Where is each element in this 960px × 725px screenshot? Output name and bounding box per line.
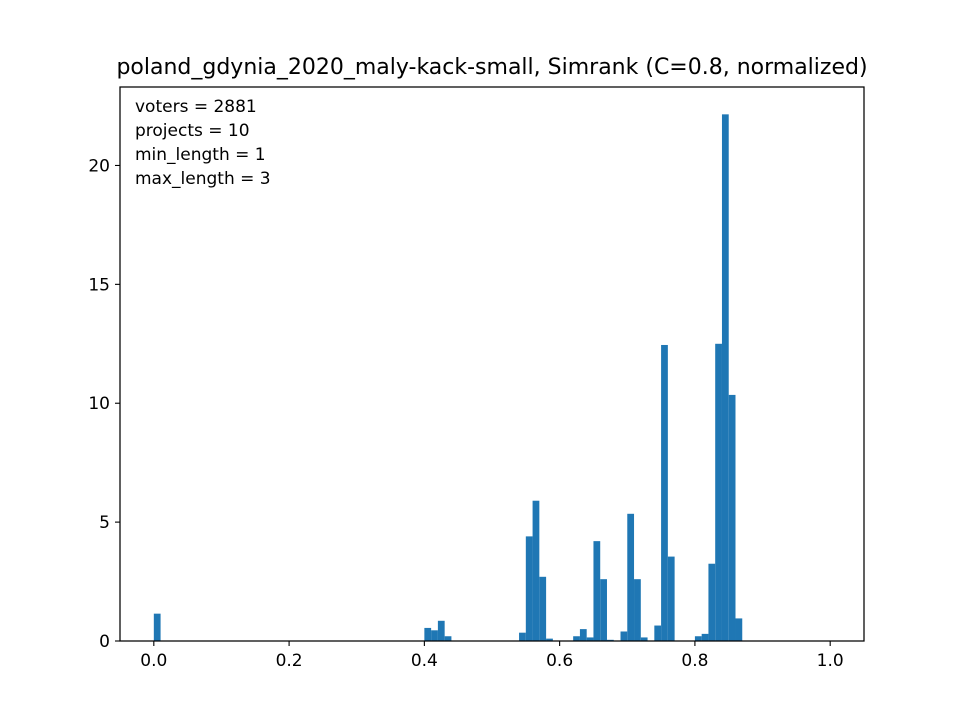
histogram-bar xyxy=(438,621,445,641)
histogram-bar xyxy=(735,618,742,641)
histogram-bar xyxy=(621,631,628,641)
y-tick-label: 15 xyxy=(88,275,110,295)
histogram-bar xyxy=(526,536,533,641)
x-tick-label: 0.0 xyxy=(140,651,167,671)
chart-title: poland_gdynia_2020_maly-kack-small, Simr… xyxy=(116,55,867,80)
annotation-projects: projects = 10 xyxy=(135,121,250,141)
annotation-voters: voters = 2881 xyxy=(135,97,257,117)
histogram-bar xyxy=(539,577,546,641)
histogram-bar xyxy=(661,345,668,641)
histogram-bar xyxy=(634,579,641,641)
histogram-bar xyxy=(593,541,600,641)
histogram-bar xyxy=(654,626,661,641)
y-tick-label: 5 xyxy=(99,513,110,533)
histogram-bar xyxy=(722,114,729,641)
x-tick-label: 0.8 xyxy=(681,651,708,671)
histogram-bar xyxy=(600,579,607,641)
y-tick-label: 10 xyxy=(88,394,110,414)
histogram-bar xyxy=(695,636,702,641)
y-tick-label: 0 xyxy=(99,632,110,652)
x-tick-label: 0.2 xyxy=(276,651,303,671)
histogram-bar xyxy=(519,633,526,641)
annotation-min-length: min_length = 1 xyxy=(135,145,266,165)
y-tick-label: 20 xyxy=(88,156,110,176)
x-tick-label: 0.4 xyxy=(411,651,438,671)
histogram-bar xyxy=(668,557,675,641)
annotation-max-length: max_length = 3 xyxy=(135,169,271,189)
histogram-bar xyxy=(533,501,540,641)
histogram-bar xyxy=(445,636,452,641)
histogram-bar xyxy=(154,614,161,641)
histogram-bar xyxy=(729,395,736,641)
x-tick-label: 1.0 xyxy=(817,651,844,671)
histogram-bar xyxy=(708,564,715,641)
histogram-bar xyxy=(702,634,709,641)
x-tick-label: 0.6 xyxy=(546,651,573,671)
histogram-bar xyxy=(424,628,431,641)
histogram-bar xyxy=(627,514,634,641)
histogram-bar xyxy=(580,629,587,641)
histogram-bar xyxy=(573,636,580,641)
histogram-bar xyxy=(715,344,722,641)
histogram-bar xyxy=(431,630,438,641)
